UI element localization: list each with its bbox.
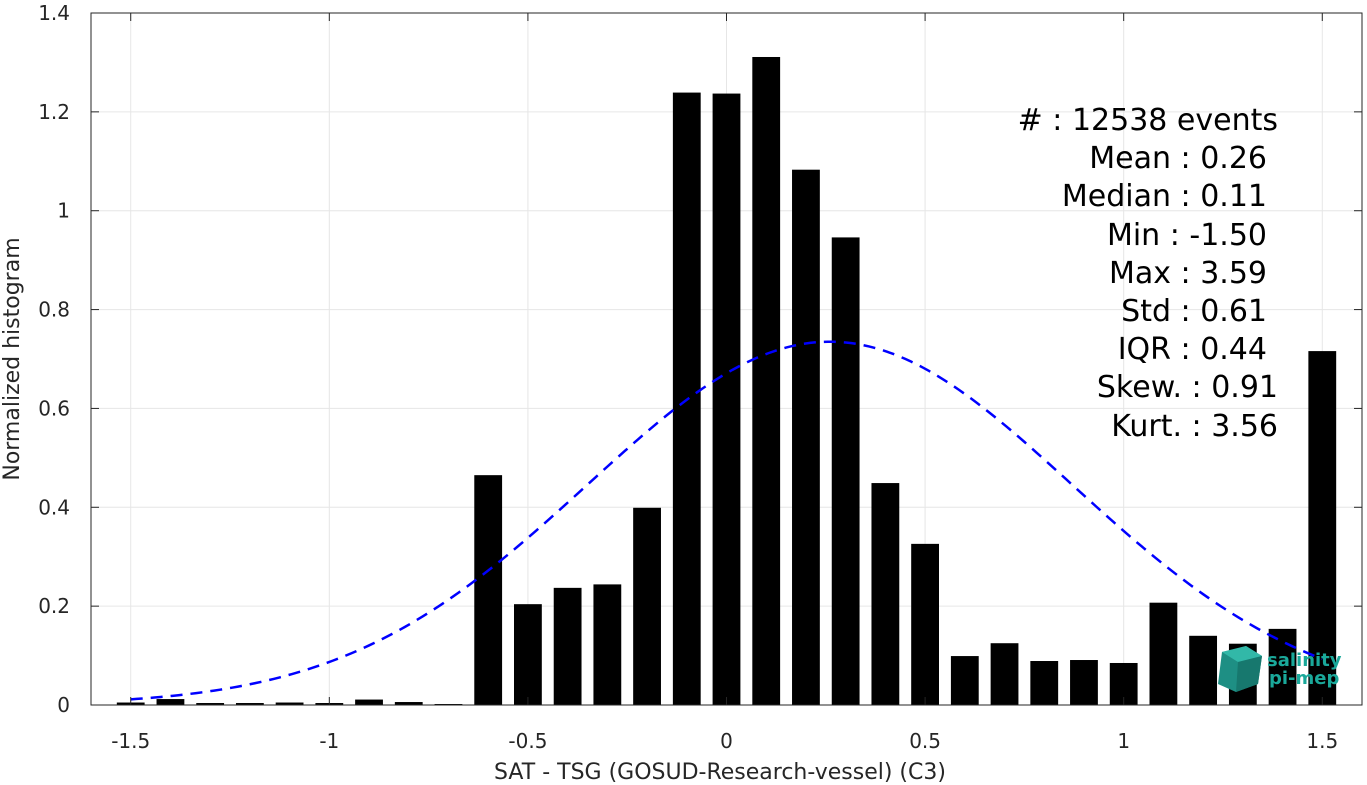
histogram-bar-15 [712, 93, 741, 705]
x-tick-label-3: 0 [720, 729, 733, 753]
histogram-bar-10 [514, 604, 542, 705]
logo-text-salinity: salinity [1267, 650, 1342, 671]
x-tick-label-6: 1.5 [1306, 729, 1338, 753]
salinity-pimep-logo: salinity pi-mep [1218, 646, 1342, 692]
histogram-bar-22 [990, 643, 1019, 705]
stat-events: # : 12538 events [1018, 103, 1278, 138]
histogram-bars [116, 56, 1337, 706]
x-axis-label: SAT - TSG (GOSUD-Research-vessel) (C3) [494, 760, 946, 785]
statistics-annotation: # : 12538 events Mean : 0.26 Median : 0.… [1018, 103, 1278, 444]
stat-std: Std : 0.61 [1121, 294, 1267, 329]
histogram-bar-12 [593, 584, 622, 705]
histogram-bar-4 [275, 702, 304, 705]
histogram-bar-18 [831, 237, 860, 706]
histogram-bar-30 [1308, 351, 1337, 705]
histogram-bar-1 [156, 699, 185, 705]
stat-mean: Mean : 0.26 [1089, 141, 1267, 176]
histogram-bar-26 [1149, 602, 1178, 705]
y-tick-label-6: 1.2 [38, 100, 70, 124]
histogram-bar-23 [1030, 661, 1059, 705]
stat-max: Max : 3.59 [1109, 256, 1267, 291]
y-tick-label-7: 1.4 [38, 1, 70, 25]
histogram-bar-17 [792, 169, 820, 705]
x-tick-label-5: 1 [1117, 729, 1130, 753]
y-tick-label-1: 0.2 [38, 594, 70, 618]
stat-min: Min : -1.50 [1107, 218, 1267, 253]
y-tick-label-2: 0.4 [38, 495, 70, 519]
histogram-bar-20 [911, 543, 939, 705]
logo-text-pimep: pi-mep [1269, 668, 1339, 689]
histogram-bar-16 [752, 56, 781, 705]
stat-skew: Skew. : 0.91 [1097, 370, 1278, 405]
histogram-bar-29 [1268, 628, 1297, 705]
histogram-bar-11 [553, 587, 582, 705]
gaussian-fit-curve [130, 340, 1323, 701]
stat-iqr: IQR : 0.44 [1118, 332, 1267, 367]
x-tick-label-1: -1 [319, 729, 339, 753]
histogram-bar-6 [355, 699, 383, 705]
y-tick-label-0: 0 [57, 693, 70, 717]
histogram-bar-3 [235, 703, 264, 705]
y-tick-labels: 0 0.2 0.4 0.6 0.8 1 1.2 1.4 [38, 1, 70, 717]
histogram-bar-2 [196, 703, 225, 705]
histogram-bar-24 [1070, 660, 1098, 705]
stat-kurt: Kurt. : 3.56 [1111, 409, 1278, 444]
histogram-bar-7 [394, 702, 423, 705]
x-tick-label-2: -0.5 [508, 729, 547, 753]
y-tick-label-5: 1 [57, 199, 70, 223]
histogram-bar-9 [474, 475, 503, 705]
x-tick-label-0: -1.5 [111, 729, 150, 753]
histogram-bar-27 [1189, 635, 1218, 705]
histogram-bar-21 [950, 656, 979, 705]
y-tick-label-4: 0.8 [38, 298, 70, 322]
stat-median: Median : 0.11 [1062, 179, 1267, 214]
axis-ticks [91, 12, 1362, 706]
histogram-bar-13 [633, 507, 661, 705]
x-tick-label-4: 0.5 [909, 729, 941, 753]
histogram-bar-19 [871, 483, 900, 705]
y-axis-label: Normalized histogram [0, 237, 25, 480]
y-tick-label-3: 0.6 [38, 396, 70, 420]
x-tick-labels: -1.5 -1 -0.5 0 0.5 1 1.5 [111, 729, 1338, 753]
